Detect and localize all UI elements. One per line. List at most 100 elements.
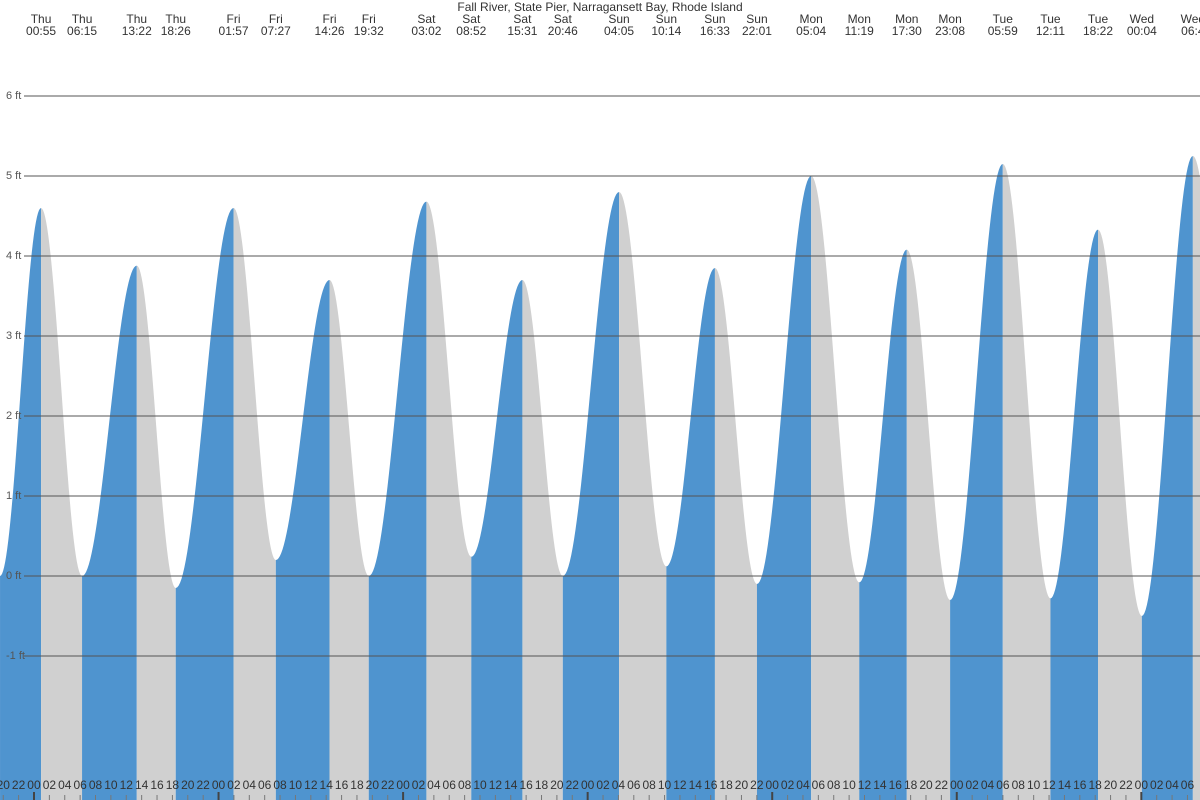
x-tick-label: 18 xyxy=(535,778,549,792)
x-tick-label: 14 xyxy=(689,778,703,792)
x-tick-label: 02 xyxy=(965,778,979,792)
extreme-time: 00:55 xyxy=(26,24,56,38)
extreme-day: Wed xyxy=(1130,12,1154,26)
extreme-day: Sat xyxy=(462,12,481,26)
tide-segment xyxy=(811,176,860,800)
x-tick-label: 16 xyxy=(889,778,903,792)
y-tick-label: 5 ft xyxy=(6,170,21,182)
extreme-day: Thu xyxy=(72,12,93,26)
extreme-time: 00:04 xyxy=(1127,24,1157,38)
y-tick-label: 1 ft xyxy=(6,490,21,502)
x-tick-label: 04 xyxy=(243,778,257,792)
extreme-time: 04:05 xyxy=(604,24,634,38)
tide-segment xyxy=(175,208,234,800)
x-tick-label: 10 xyxy=(289,778,303,792)
extreme-day: Fri xyxy=(362,12,376,26)
extreme-day: Sun xyxy=(656,12,677,26)
x-tick-label: 12 xyxy=(120,778,134,792)
y-tick-label: 4 ft xyxy=(6,250,21,262)
y-tick-label: 6 ft xyxy=(6,90,21,102)
x-tick-label: 04 xyxy=(981,778,995,792)
tide-segment xyxy=(368,201,427,800)
x-tick-label: 08 xyxy=(89,778,103,792)
x-tick-label: 10 xyxy=(1027,778,1041,792)
extreme-time: 08:52 xyxy=(456,24,486,38)
extreme-time: 15:31 xyxy=(507,24,537,38)
extreme-time: 10:14 xyxy=(651,24,681,38)
x-tick-label: 06 xyxy=(258,778,272,792)
extreme-time: 06:15 xyxy=(67,24,97,38)
x-tick-label: 06 xyxy=(1181,778,1195,792)
tide-segment xyxy=(1141,156,1193,800)
extreme-day: Thu xyxy=(31,12,52,26)
tide-segment xyxy=(859,249,907,800)
x-tick-label: 10 xyxy=(658,778,672,792)
x-tick-label: 02 xyxy=(227,778,241,792)
extreme-day: Tue xyxy=(993,12,1014,26)
x-tick-label: 02 xyxy=(412,778,426,792)
x-tick-label: 00 xyxy=(1135,778,1149,792)
extreme-day: Sun xyxy=(746,12,767,26)
extreme-day: Mon xyxy=(895,12,918,26)
x-tick-label: 08 xyxy=(273,778,287,792)
tide-segment xyxy=(756,176,812,800)
x-tick-label: 12 xyxy=(489,778,503,792)
x-tick-label: 20 xyxy=(550,778,564,792)
extreme-day: Thu xyxy=(126,12,147,26)
x-tick-label: 04 xyxy=(1165,778,1179,792)
extreme-time: 13:22 xyxy=(122,24,152,38)
x-tick-label: 20 xyxy=(366,778,380,792)
x-tick-label: 22 xyxy=(750,778,764,792)
extreme-day: Tue xyxy=(1040,12,1061,26)
x-tick-label: 10 xyxy=(473,778,487,792)
extreme-time: 18:26 xyxy=(161,24,191,38)
x-tick-label: 22 xyxy=(12,778,26,792)
x-tick-label: 16 xyxy=(704,778,718,792)
extreme-day: Thu xyxy=(165,12,186,26)
extreme-time: 06:4 xyxy=(1181,24,1200,38)
x-tick-label: 00 xyxy=(212,778,226,792)
x-tick-label: 00 xyxy=(950,778,964,792)
x-tick-label: 16 xyxy=(335,778,349,792)
x-tick-label: 00 xyxy=(766,778,780,792)
x-tick-label: 08 xyxy=(827,778,841,792)
x-tick-label: 12 xyxy=(858,778,872,792)
x-tick-label: 12 xyxy=(304,778,318,792)
extreme-day: Sat xyxy=(417,12,436,26)
extreme-day: Mon xyxy=(800,12,823,26)
extreme-day: Sat xyxy=(554,12,573,26)
extreme-time: 01:57 xyxy=(219,24,249,38)
x-tick-label: 22 xyxy=(1119,778,1133,792)
extreme-day: Mon xyxy=(848,12,871,26)
x-tick-label: 22 xyxy=(935,778,949,792)
tide-segment xyxy=(906,249,951,800)
x-tick-label: 08 xyxy=(1012,778,1026,792)
tide-segment xyxy=(41,208,83,800)
x-tick-label: 14 xyxy=(320,778,334,792)
extreme-time: 14:26 xyxy=(315,24,345,38)
x-tick-label: 14 xyxy=(135,778,149,792)
y-tick-label: -1 ft xyxy=(6,650,25,662)
x-tick-label: 20 xyxy=(181,778,195,792)
extreme-day: Fri xyxy=(323,12,337,26)
tide-segment xyxy=(426,201,472,800)
x-tick-label: 06 xyxy=(996,778,1010,792)
x-tick-label: 06 xyxy=(73,778,87,792)
x-tick-label: 12 xyxy=(1042,778,1056,792)
extreme-time: 12:11 xyxy=(1036,24,1065,38)
x-tick-label: 10 xyxy=(842,778,856,792)
tide-segment xyxy=(1050,229,1099,800)
tide-segment xyxy=(471,280,523,800)
tide-segment xyxy=(0,208,42,800)
y-tick-label: 2 ft xyxy=(6,410,21,422)
extreme-time: 16:33 xyxy=(700,24,730,38)
x-tick-label: 14 xyxy=(504,778,518,792)
x-tick-label: 08 xyxy=(458,778,472,792)
tide-segment xyxy=(82,265,137,800)
extreme-time: 20:46 xyxy=(548,24,578,38)
y-tick-label: 3 ft xyxy=(6,330,21,342)
x-tick-label: 08 xyxy=(642,778,656,792)
tide-segment xyxy=(136,265,176,800)
tide-segment xyxy=(666,268,715,800)
